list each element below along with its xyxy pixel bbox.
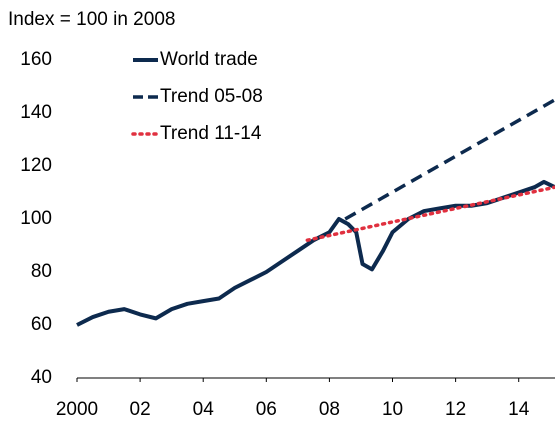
series-line [344,98,555,221]
x-tick-label: 06 [256,399,277,420]
x-tick-label: 02 [130,399,151,420]
x-tick-label: 04 [193,399,215,420]
y-tick-label: 60 [31,314,52,335]
y-tick-label: 160 [20,49,52,70]
legend-label: Trend 11-14 [160,123,262,144]
y-tick-label: 40 [31,367,52,388]
x-tick-label: 2000 [56,399,98,420]
x-tick-label: 14 [508,399,530,420]
x-tick-label: 12 [445,399,466,420]
x-tick-label: 08 [319,399,340,420]
y-tick-label: 140 [20,102,52,123]
y-tick-label: 80 [31,261,52,282]
series-line [76,179,555,327]
series-line [305,185,555,242]
legend-label: World trade [160,49,258,70]
chart-subtitle: Index = 100 in 2008 [8,9,175,30]
y-tick-label: 120 [20,155,52,176]
legend-label: Trend 05-08 [160,86,263,107]
y-tick-label: 100 [20,208,52,229]
x-tick-label: 10 [382,399,403,420]
